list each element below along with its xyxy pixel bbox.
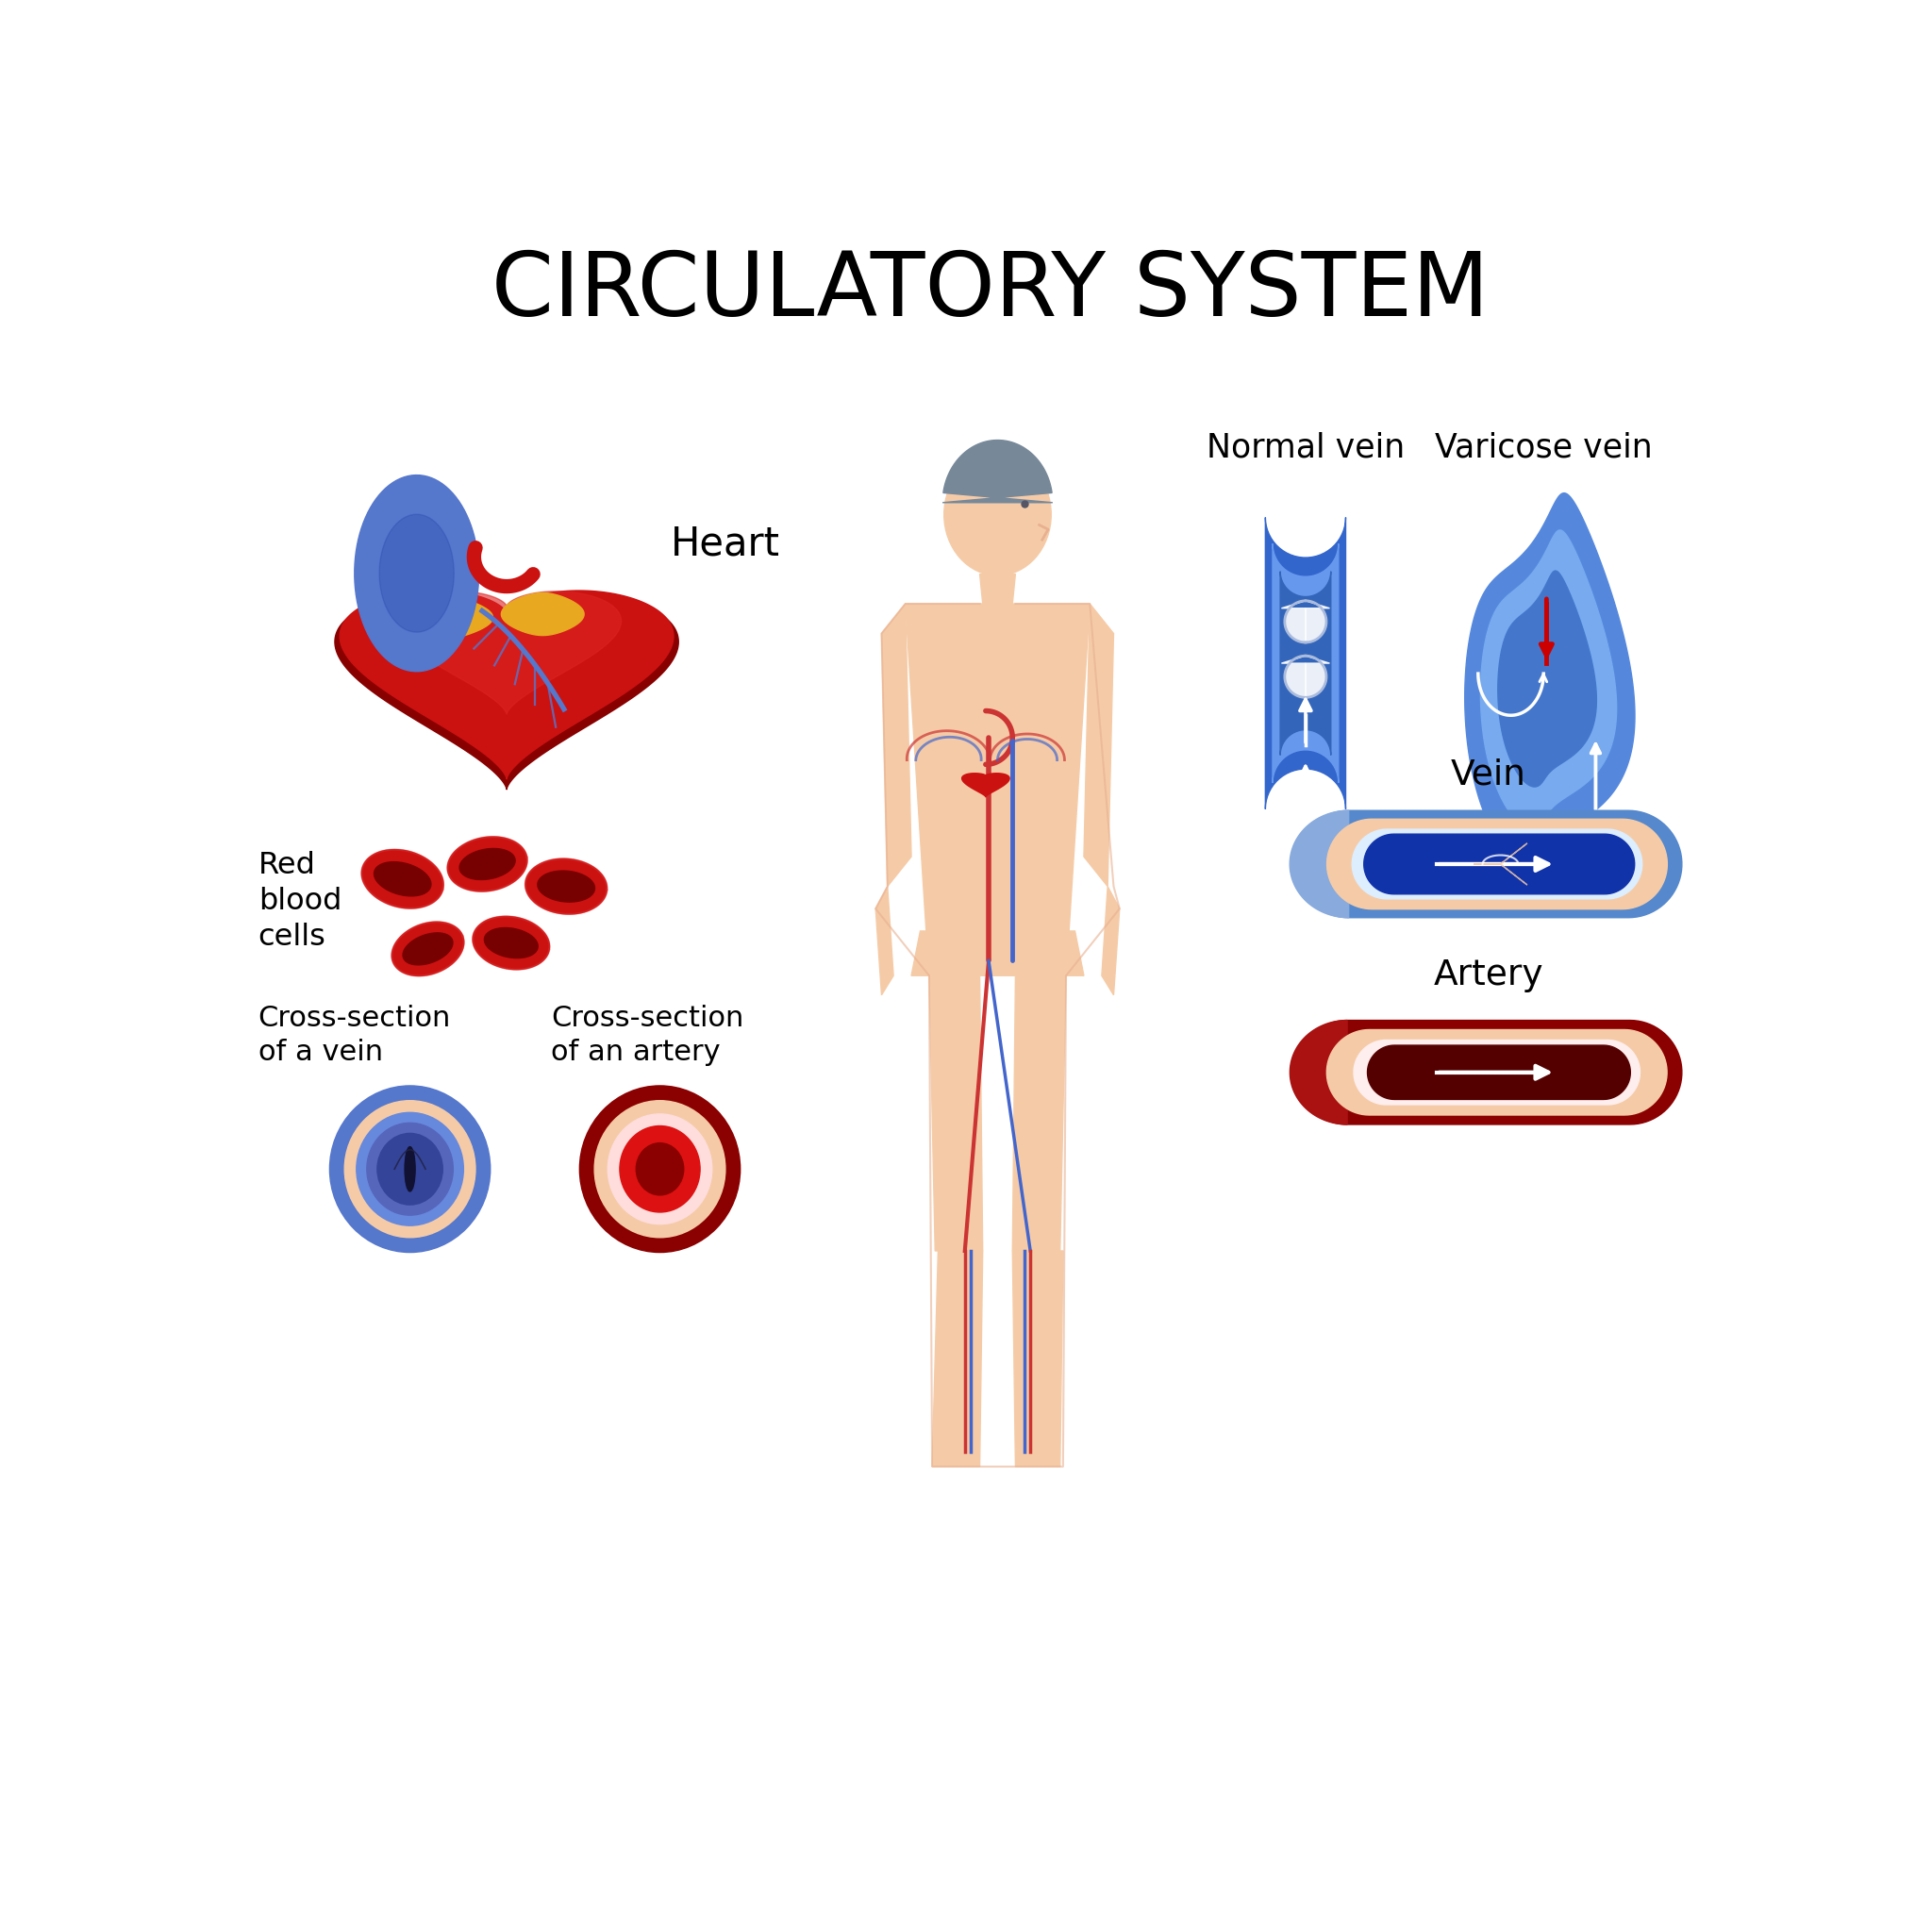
- Text: Varicose vein: Varicose vein: [1435, 431, 1652, 464]
- Polygon shape: [473, 916, 549, 970]
- Polygon shape: [537, 871, 595, 902]
- Text: Cross-section
of an artery: Cross-section of an artery: [551, 1005, 744, 1066]
- Polygon shape: [1327, 819, 1667, 910]
- Polygon shape: [392, 591, 622, 715]
- Ellipse shape: [609, 1115, 713, 1225]
- Polygon shape: [980, 574, 1016, 603]
- Polygon shape: [485, 927, 537, 958]
- Polygon shape: [1265, 518, 1347, 810]
- Polygon shape: [1306, 655, 1329, 697]
- Polygon shape: [375, 862, 431, 896]
- Polygon shape: [943, 440, 1053, 502]
- Polygon shape: [1291, 1020, 1347, 1124]
- Polygon shape: [1281, 572, 1331, 755]
- Text: Red
blood
cells: Red blood cells: [259, 850, 342, 952]
- Ellipse shape: [595, 1101, 724, 1238]
- Polygon shape: [1474, 842, 1526, 864]
- Polygon shape: [361, 850, 444, 908]
- Polygon shape: [1464, 493, 1634, 866]
- Polygon shape: [340, 591, 674, 779]
- Polygon shape: [1101, 887, 1119, 995]
- Polygon shape: [1281, 655, 1306, 697]
- Polygon shape: [1327, 1030, 1667, 1115]
- Polygon shape: [881, 603, 912, 887]
- Polygon shape: [912, 931, 1084, 976]
- Polygon shape: [1012, 1250, 1063, 1466]
- Polygon shape: [379, 514, 454, 632]
- Polygon shape: [1368, 1045, 1631, 1099]
- Text: Artery: Artery: [1434, 958, 1544, 993]
- Polygon shape: [1306, 601, 1329, 643]
- Polygon shape: [1084, 603, 1113, 887]
- Ellipse shape: [330, 1086, 491, 1252]
- Polygon shape: [1012, 976, 1066, 1250]
- Polygon shape: [383, 595, 493, 639]
- Ellipse shape: [406, 1148, 415, 1192]
- Polygon shape: [1354, 1039, 1640, 1105]
- Polygon shape: [526, 858, 607, 914]
- Polygon shape: [962, 773, 1010, 796]
- Ellipse shape: [355, 1113, 464, 1225]
- Ellipse shape: [636, 1144, 684, 1196]
- Polygon shape: [1352, 829, 1642, 898]
- Ellipse shape: [344, 1101, 475, 1238]
- Ellipse shape: [945, 454, 1051, 576]
- Text: Cross-section
of a vein: Cross-section of a vein: [259, 1005, 450, 1066]
- Ellipse shape: [580, 1086, 740, 1252]
- Polygon shape: [448, 837, 527, 891]
- Polygon shape: [1364, 835, 1634, 895]
- Polygon shape: [875, 887, 893, 995]
- Polygon shape: [1474, 864, 1526, 885]
- Ellipse shape: [367, 1122, 454, 1215]
- Ellipse shape: [620, 1126, 699, 1211]
- Polygon shape: [1294, 811, 1683, 918]
- Polygon shape: [404, 933, 452, 964]
- Polygon shape: [354, 475, 479, 672]
- Polygon shape: [392, 922, 464, 976]
- Polygon shape: [906, 603, 1090, 931]
- Polygon shape: [500, 593, 583, 636]
- Text: Vein: Vein: [1451, 757, 1526, 792]
- Polygon shape: [929, 976, 983, 1250]
- Polygon shape: [1281, 601, 1306, 643]
- Polygon shape: [1273, 543, 1339, 782]
- Polygon shape: [931, 1250, 983, 1466]
- Polygon shape: [1480, 529, 1617, 829]
- Ellipse shape: [377, 1134, 442, 1206]
- Text: Heart: Heart: [670, 524, 781, 564]
- Polygon shape: [334, 595, 678, 790]
- Text: Normal vein: Normal vein: [1206, 431, 1405, 464]
- Polygon shape: [367, 516, 466, 574]
- Text: CIRCULATORY SYSTEM: CIRCULATORY SYSTEM: [491, 247, 1490, 334]
- Polygon shape: [460, 848, 516, 879]
- Polygon shape: [1294, 1020, 1683, 1124]
- Polygon shape: [1291, 811, 1349, 918]
- Polygon shape: [1497, 570, 1596, 786]
